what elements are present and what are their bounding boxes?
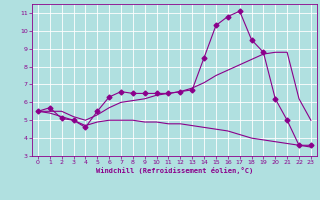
X-axis label: Windchill (Refroidissement éolien,°C): Windchill (Refroidissement éolien,°C) bbox=[96, 167, 253, 174]
